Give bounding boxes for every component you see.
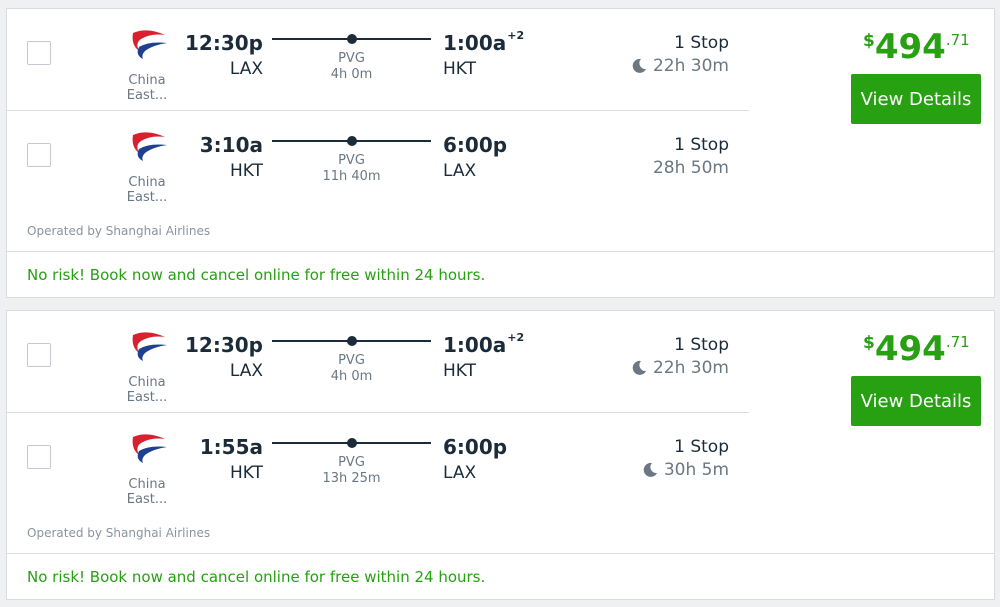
arrival-airport: LAX <box>443 161 477 181</box>
departure-airport: LAX <box>229 59 263 79</box>
select-leg-checkbox[interactable] <box>27 343 51 367</box>
departure-airport: HKT <box>230 463 263 483</box>
arrival-airport: HKT <box>443 361 476 381</box>
arrival-time: 1:00a+2 <box>443 29 525 55</box>
stop-dot <box>347 438 357 448</box>
moon-icon <box>643 462 657 477</box>
moon-icon <box>632 360 646 375</box>
operated-by-note: Operated by Shanghai Airlines <box>27 526 211 540</box>
select-leg-checkbox[interactable] <box>27 445 51 469</box>
view-details-button[interactable]: View Details <box>851 376 981 426</box>
china-eastern-logo-icon <box>132 132 167 161</box>
stop-airport: PVG <box>338 455 365 470</box>
departure-time: 12:30p <box>185 31 263 55</box>
airline-name: China East... <box>126 477 168 507</box>
stop-dot <box>347 34 357 44</box>
arrival-airport: HKT <box>443 59 476 79</box>
total-duration: 30h 5m <box>642 460 729 480</box>
total-duration: 28h 50m <box>652 158 729 178</box>
layover-duration: 4h 0m <box>330 67 373 82</box>
layover-duration: 4h 0m <box>330 369 373 384</box>
outbound-leg: China East... 12:30p LAX PVG 4h 0m 1:00a… <box>7 311 749 413</box>
departure-airport: LAX <box>229 361 263 381</box>
return-leg: China East... 1:55a HKT PVG 13h 25m 6:00… <box>7 413 749 515</box>
arrival-time: 6:00p <box>443 435 508 459</box>
stop-airport: PVG <box>338 51 365 66</box>
stops-count: 1 Stop <box>674 135 729 155</box>
stops-count: 1 Stop <box>674 335 729 355</box>
free-cancel-promo: No risk! Book now and cancel online for … <box>7 251 994 298</box>
arrival-time: 6:00p <box>443 133 508 157</box>
stops-count: 1 Stop <box>674 437 729 457</box>
day-offset: +2 <box>507 29 525 42</box>
departure-time: 12:30p <box>185 333 263 357</box>
stop-airport: PVG <box>338 153 365 168</box>
layover-duration: 13h 25m <box>322 471 381 486</box>
airline-name: China East... <box>126 175 168 205</box>
stops-count: 1 Stop <box>674 33 729 53</box>
flight-result-card: China East... 12:30p LAX PVG 4h 0m 1:00a… <box>6 310 995 600</box>
operated-by-note: Operated by Shanghai Airlines <box>27 224 211 238</box>
departure-airport: HKT <box>230 161 263 181</box>
outbound-leg: China East... 12:30p LAX PVG 4h 0m 1:00a… <box>7 9 749 111</box>
layover-duration: 11h 40m <box>322 169 381 184</box>
day-offset: +2 <box>507 331 525 344</box>
departure-time: 3:10a <box>199 133 263 157</box>
view-details-button[interactable]: View Details <box>851 74 981 124</box>
arrival-airport: LAX <box>443 463 477 483</box>
departure-time: 1:55a <box>199 435 263 459</box>
china-eastern-logo-icon <box>132 332 167 361</box>
moon-icon <box>632 58 646 73</box>
china-eastern-logo-icon <box>132 30 167 59</box>
stop-dot <box>347 136 357 146</box>
select-leg-checkbox[interactable] <box>27 143 51 167</box>
return-leg: China East... 3:10a HKT PVG 11h 40m 6:00… <box>7 111 749 213</box>
flight-result-card: China East... 12:30p LAX PVG 4h 0m 1:00a… <box>6 8 995 298</box>
select-leg-checkbox[interactable] <box>27 41 51 65</box>
airline-name: China East... <box>126 375 168 405</box>
free-cancel-promo: No risk! Book now and cancel online for … <box>7 553 994 600</box>
arrival-time: 1:00a+2 <box>443 331 525 357</box>
stop-dot <box>347 336 357 346</box>
china-eastern-logo-icon <box>132 434 167 463</box>
total-duration: 22h 30m <box>631 358 729 378</box>
price: $494.71 <box>863 329 970 369</box>
airline-name: China East... <box>126 73 168 103</box>
stop-airport: PVG <box>338 353 365 368</box>
price: $494.71 <box>863 27 970 67</box>
total-duration: 22h 30m <box>631 56 729 76</box>
